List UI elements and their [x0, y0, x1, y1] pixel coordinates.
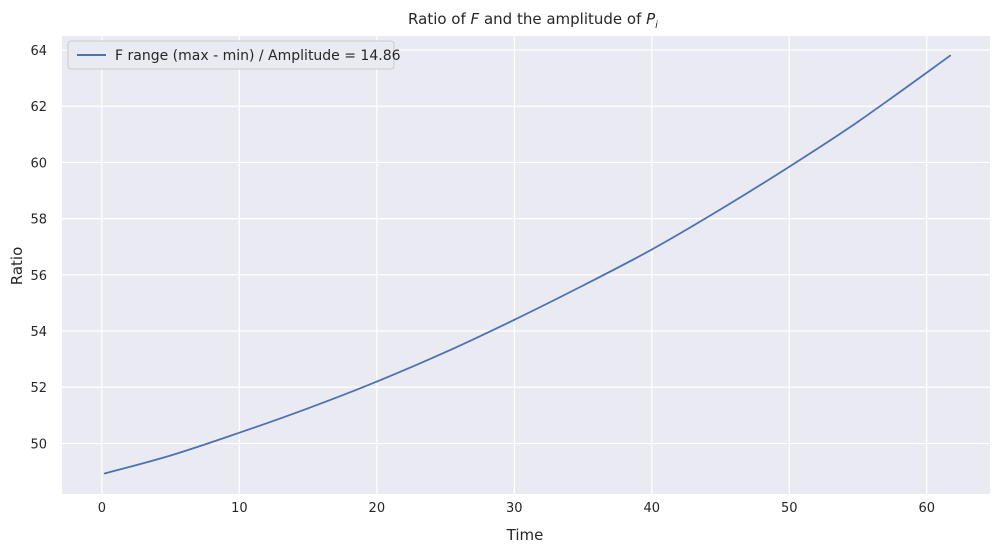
series-layer: [103, 54, 952, 475]
data-point: [238, 431, 241, 434]
chart-title: Ratio of F and the amplitude of Pi: [408, 10, 658, 31]
tick-labels: 0 10 20 30 40 50 60 50 52 54 56 58 60 62 64: [30, 44, 935, 516]
y-tick-label: 64: [30, 44, 47, 59]
y-tick-label: 50: [30, 437, 47, 452]
legend-label: F range (max - min) / Amplitude = 14.86: [115, 48, 401, 64]
y-tick-label: 56: [30, 269, 47, 284]
plot-area: [62, 36, 990, 494]
data-point: [375, 380, 378, 383]
data-point: [719, 208, 722, 211]
legend-box: [67, 40, 395, 70]
data-point: [307, 407, 309, 410]
y-tick-label: 52: [30, 381, 47, 396]
y-tick-label: 60: [30, 156, 47, 171]
data-point: [103, 472, 106, 475]
grid: [62, 36, 990, 494]
data-point: [582, 284, 584, 287]
data-point: [169, 454, 172, 457]
y-axis-title: Ratio: [8, 247, 26, 286]
data-point: [513, 318, 516, 321]
data-point: [949, 54, 952, 57]
data-point: [650, 248, 653, 251]
y-tick-label: 54: [30, 325, 47, 340]
x-tick-label: 50: [781, 501, 798, 516]
x-tick-label: 20: [369, 501, 386, 516]
data-point: [857, 120, 859, 123]
x-tick-label: 30: [506, 501, 523, 516]
x-tick-label: 60: [918, 501, 935, 516]
x-tick-label: 0: [98, 501, 106, 516]
y-tick-label: 62: [30, 100, 47, 115]
data-point: [788, 165, 791, 168]
x-tick-label: 40: [644, 501, 661, 516]
data-point: [444, 351, 447, 354]
x-tick-label: 10: [231, 501, 248, 516]
y-tick-label: 58: [30, 213, 47, 228]
legend: F range (max - min) / Amplitude = 14.86: [67, 40, 401, 70]
x-axis-title: Time: [506, 526, 544, 544]
